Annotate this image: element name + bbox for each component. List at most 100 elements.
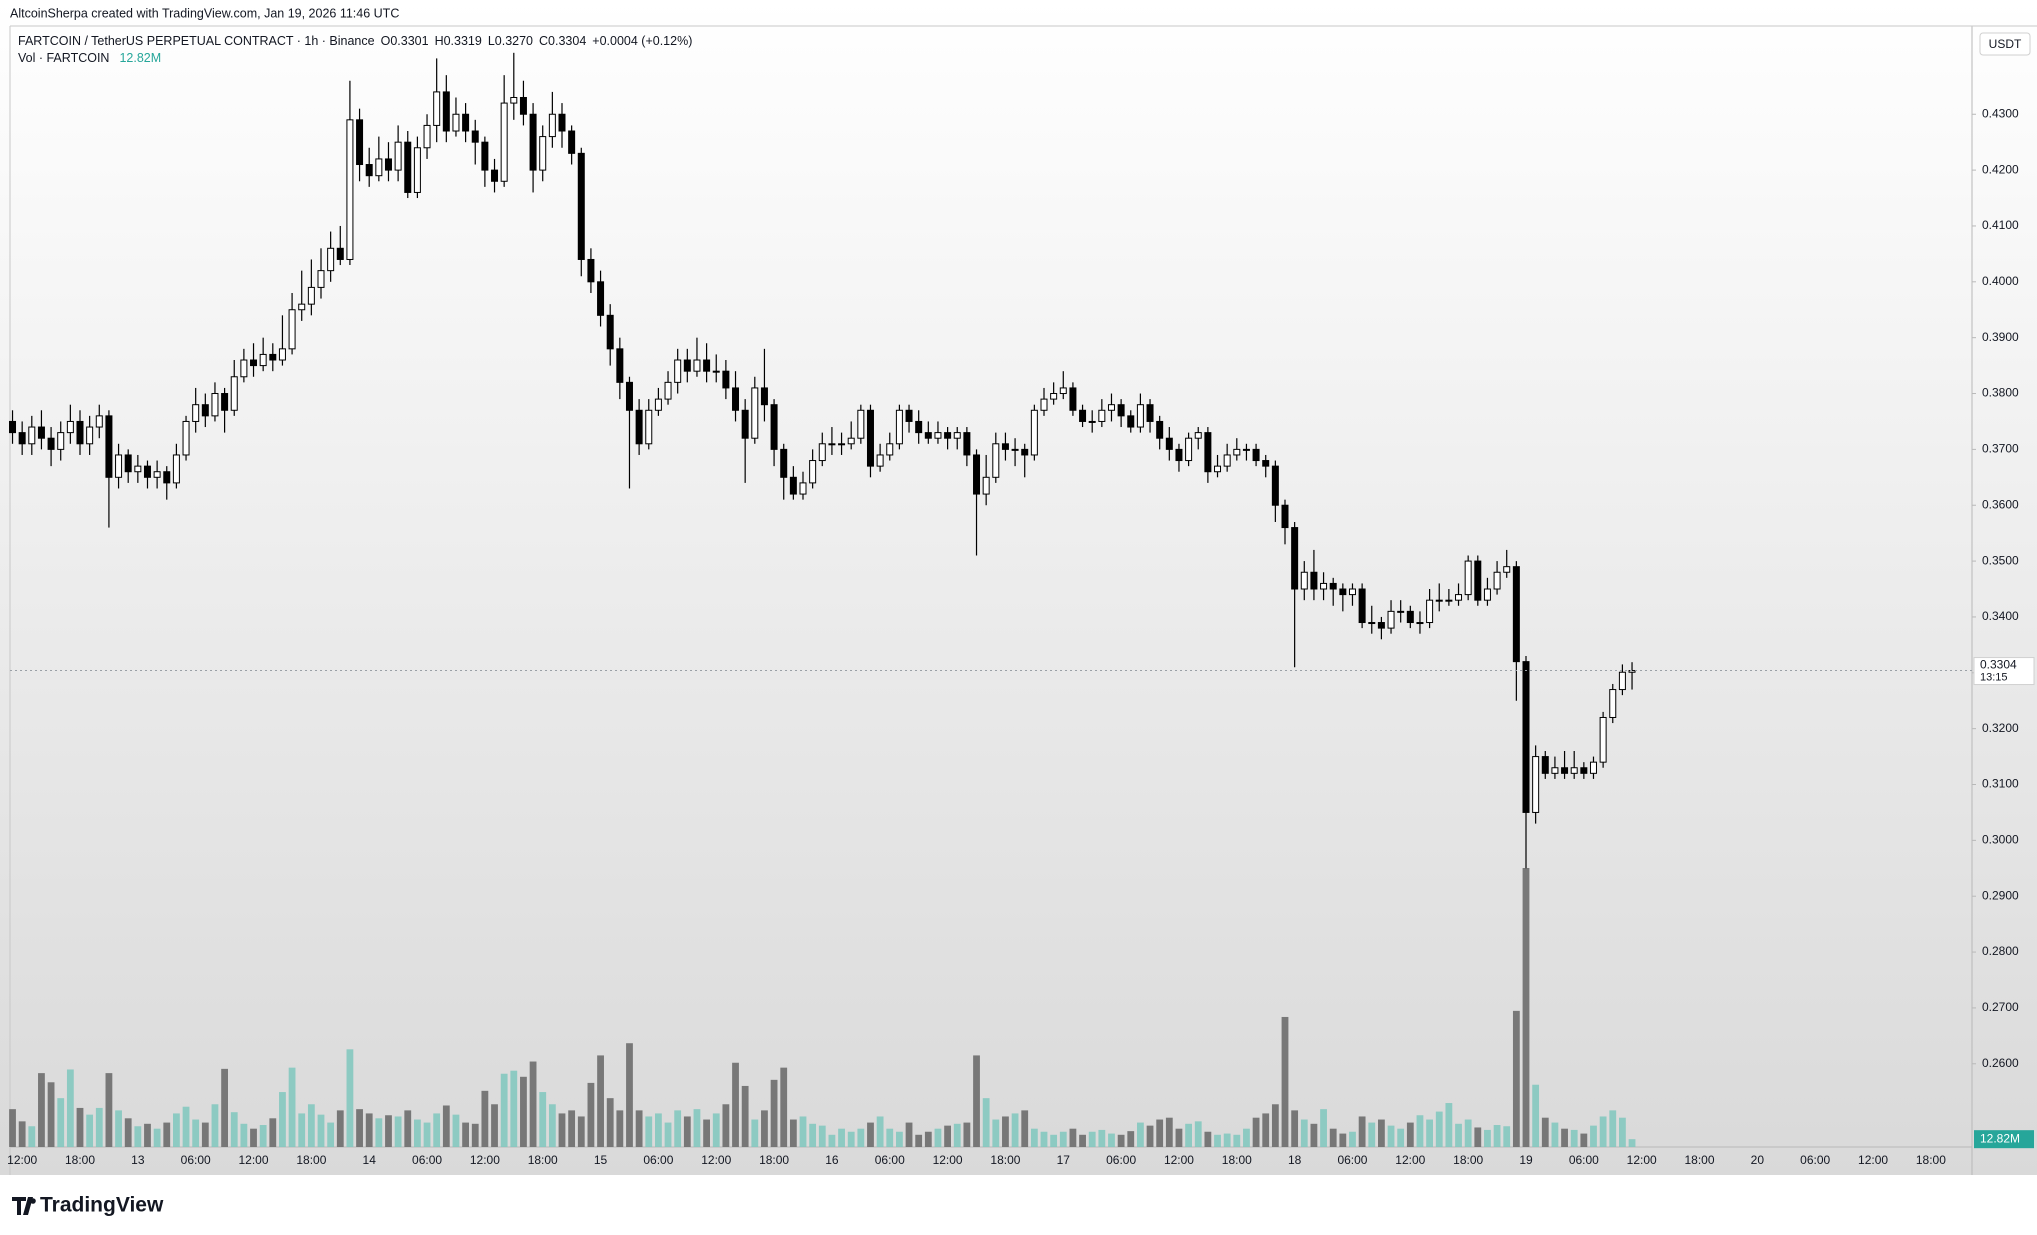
x-tick-label: 12:00 [701,1153,731,1167]
candle-body [597,281,605,316]
volume-bar [47,1082,55,1147]
candle-body [1281,504,1289,529]
x-tick-label: 12:00 [470,1153,500,1167]
candle-body [1368,622,1376,625]
candle-body [1618,671,1626,691]
change-label: +0.0004 (+0.12%) [592,34,692,48]
volume-bar [28,1126,36,1147]
candle-body [124,454,132,473]
unit-badge[interactable] [1979,32,2031,56]
y-tick-label: 0.2600 [1982,1056,2019,1070]
x-tick-label: 16 [825,1153,839,1167]
x-tick-label: 06:00 [1337,1153,1367,1167]
volume-bar [1050,1134,1058,1147]
volume-bar [124,1118,132,1147]
candle-body [317,270,325,288]
candle-body [519,96,527,115]
candle-body [278,348,286,361]
volume-bar [1233,1134,1241,1147]
x-tick-label: 18:00 [759,1153,789,1167]
volume-bar [462,1122,469,1147]
volume-bar [809,1123,817,1147]
volume-bar [558,1113,566,1147]
candle-body [924,432,932,439]
candle-body [1204,432,1212,473]
volume-bar [1339,1133,1347,1147]
candle-body [327,247,335,272]
volume-bar [491,1104,498,1147]
candle-body [587,258,595,283]
y-tick-label: 0.3600 [1982,497,2019,511]
volume-bar [1551,1122,1559,1147]
candle-body [1242,448,1250,451]
volume-bar [597,1055,604,1147]
volume-bar [818,1125,826,1147]
x-tick-label: 18:00 [1222,1153,1252,1167]
volume-bar [799,1116,807,1147]
volume-bar [1281,1016,1289,1147]
candle-body [1059,387,1067,395]
volume-bar [1503,1126,1511,1147]
volume-bar [520,1076,527,1147]
volume-bar [18,1121,26,1147]
volume-bar [1368,1122,1376,1147]
candle-body [1223,454,1231,467]
x-tick-label: 18:00 [1916,1153,1946,1167]
y-tick-label: 0.3700 [1982,442,2019,456]
candle-body [1320,582,1328,590]
candle-body [510,96,518,104]
x-tick-label: 17 [1057,1153,1071,1167]
volume-bar [1599,1116,1607,1147]
x-tick-label: 06:00 [643,1153,673,1167]
volume-bar [838,1128,845,1147]
volume-bar [423,1122,431,1147]
candle-body [558,113,566,132]
x-tick-label: 06:00 [1569,1153,1599,1167]
candle-body [192,404,200,422]
candle-body [1464,560,1472,596]
candle-body [683,359,691,372]
volume-bar [1435,1111,1443,1147]
candle-body [163,471,171,484]
y-tick-label: 0.3900 [1982,330,2019,344]
volume-bar [539,1092,547,1147]
candle-series [9,52,1636,869]
volume-bar [1108,1133,1115,1147]
volume-bar [616,1110,624,1147]
candle-body [1426,599,1434,624]
volume-bar [1320,1109,1327,1147]
candle-body [616,348,624,383]
volume-bar [57,1098,65,1147]
volume-bar [279,1092,286,1147]
last-price-label: 0.3304 [1980,658,2017,672]
volume-bar [963,1122,971,1147]
candle-body [992,443,1000,478]
footer-background [0,1175,2037,1235]
candle-body [57,432,65,450]
x-tick-label: 06:00 [1800,1153,1830,1167]
volume-bar [1378,1119,1385,1147]
volume-bar [722,1104,730,1147]
volume-bar [375,1118,383,1147]
volume-bar [645,1116,653,1147]
x-tick-label: 20 [1751,1153,1765,1167]
volume-bar [365,1113,373,1147]
volume-bar [1011,1113,1019,1147]
candle-body [1156,420,1164,439]
volume-bar [683,1116,691,1147]
volume-bar [1561,1128,1568,1147]
x-tick-label: 12:00 [1858,1153,1888,1167]
candle-body [356,119,364,166]
volume-bar [1464,1119,1472,1147]
volume-bar [471,1123,479,1147]
volume-value: 12.82M [119,51,161,65]
volume-bar [192,1119,200,1147]
candle-body [1628,670,1636,673]
legend-line: FARTCOIN / TetherUS PERPETUAL CONTRACT ·… [18,34,692,48]
candle-body [86,426,94,445]
x-tick-label: 19 [1519,1153,1533,1167]
volume-bar [317,1114,325,1147]
candle-body [1271,465,1279,506]
candle-body [375,158,383,177]
